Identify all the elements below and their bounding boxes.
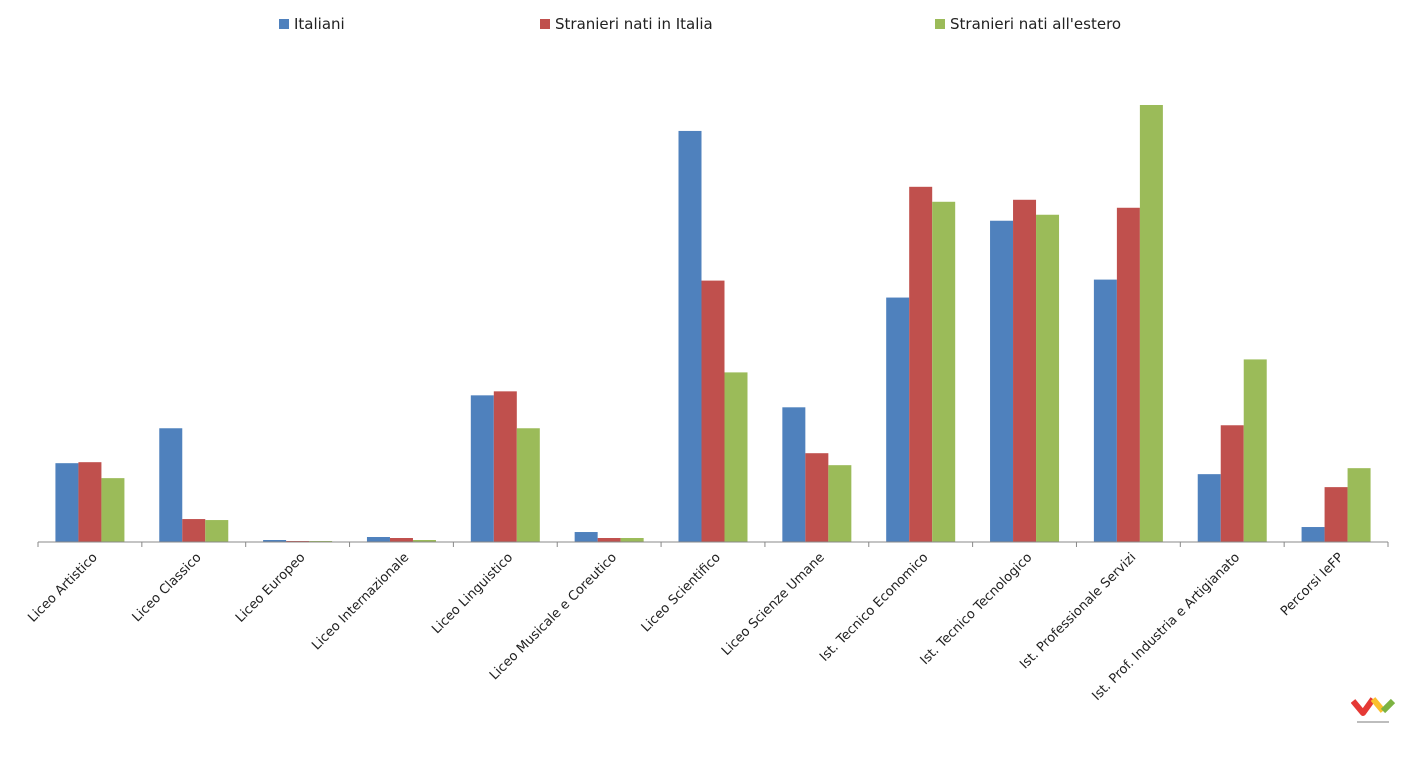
bar-italiani-liceo-linguistico <box>470 395 494 542</box>
bar-stranieri-nati-all-estero-liceo-internazionale <box>412 540 436 542</box>
x-tick-label-liceo-artistico: Liceo Artistico <box>25 550 100 625</box>
bar-stranieri-nati-all-estero-percorsi-iefp <box>1347 468 1371 542</box>
bar-italiani-ist-professionale-servizi <box>1093 279 1117 542</box>
bar-stranieri-nati-in-italia-percorsi-iefp <box>1324 487 1348 542</box>
x-tick-label-liceo-europeo: Liceo Europeo <box>233 550 309 626</box>
legend-swatch-stranieri-nati-all-estero <box>935 19 945 29</box>
bar-italiani-liceo-europeo <box>263 540 287 542</box>
chart-legend: Italiani Stranieri nati in Italia Strani… <box>0 15 1403 39</box>
bar-italiani-liceo-artistico <box>55 463 79 542</box>
bar-italiani-ist-prof-industria-e-artigianato <box>1197 474 1221 542</box>
x-tick-label-ist-tecnico-economico: Ist. Tecnico Economico <box>817 550 931 664</box>
legend-label-italiani: Italiani <box>294 15 345 33</box>
legend-label-stranieri-nati-in-italia: Stranieri nati in Italia <box>555 15 713 33</box>
x-tick-label-liceo-internazionale: Liceo Internazionale <box>309 550 412 653</box>
x-tick-label-liceo-musicale-e-coreutico: Liceo Musicale e Coreutico <box>487 550 620 683</box>
bar-italiani-liceo-musicale-e-coreutico <box>574 532 598 542</box>
bar-stranieri-nati-all-estero-ist-professionale-servizi <box>1139 104 1163 542</box>
x-tick-label-ist-professionale-servizi: Ist. Professionale Servizi <box>1017 550 1139 672</box>
x-tick-labels: Liceo Artistico Liceo Classico Liceo Europ… <box>25 550 1347 704</box>
bar-stranieri-nati-in-italia-liceo-linguistico <box>493 391 517 542</box>
x-tick-label-liceo-linguistico: Liceo Linguistico <box>429 550 516 637</box>
x-axis <box>37 541 1389 547</box>
legend-swatch-italiani <box>279 19 289 29</box>
bar-stranieri-nati-all-estero-liceo-musicale-e-coreutico <box>620 538 644 542</box>
bar-stranieri-nati-all-estero-liceo-scientifico <box>724 372 748 542</box>
bar-stranieri-nati-all-estero-ist-tecnico-tecnologico <box>1036 214 1060 542</box>
legend-swatch-stranieri-nati-in-italia <box>540 19 550 29</box>
bar-italiani-liceo-scientifico <box>678 130 702 542</box>
x-tick-label-liceo-scienze-umane: Liceo Scienze Umane <box>719 550 828 659</box>
bar-stranieri-nati-in-italia-liceo-internazionale <box>389 538 413 542</box>
bar-stranieri-nati-all-estero-liceo-artistico <box>101 478 125 542</box>
bar-italiani-ist-tecnico-economico <box>886 297 910 542</box>
legend-item-stranieri-nati-in-italia: Stranieri nati in Italia <box>540 15 713 33</box>
legend-item-stranieri-nati-all-estero: Stranieri nati all'estero <box>935 15 1121 33</box>
bar-stranieri-nati-in-italia-ist-tecnico-tecnologico <box>1013 199 1037 542</box>
bar-stranieri-nati-all-estero-liceo-classico <box>205 520 229 542</box>
bar-italiani-ist-tecnico-tecnologico <box>990 220 1014 542</box>
bar-italiani-percorsi-iefp <box>1301 527 1325 542</box>
x-tick-label-liceo-scientifico: Liceo Scientifico <box>639 550 724 635</box>
x-tick-label-liceo-classico: Liceo Classico <box>130 550 205 625</box>
bar-stranieri-nati-in-italia-ist-prof-industria-e-artigianato <box>1220 425 1244 542</box>
legend-item-italiani: Italiani <box>279 15 345 33</box>
bar-stranieri-nati-in-italia-liceo-classico <box>182 519 206 542</box>
bar-stranieri-nati-all-estero-liceo-scienze-umane <box>828 465 852 542</box>
x-tick-label-percorsi-iefp: Percorsi IeFP <box>1278 550 1347 619</box>
bar-italiani-liceo-classico <box>159 428 183 542</box>
bar-stranieri-nati-all-estero-ist-prof-industria-e-artigianato <box>1243 359 1267 542</box>
bar-italiani-liceo-scienze-umane <box>782 407 806 542</box>
bar-stranieri-nati-all-estero-ist-tecnico-economico <box>932 201 956 542</box>
bar-stranieri-nati-in-italia-ist-tecnico-economico <box>909 186 933 543</box>
bar-stranieri-nati-in-italia-liceo-scienze-umane <box>805 453 829 542</box>
bar-stranieri-nati-in-italia-liceo-artistico <box>78 462 102 542</box>
bar-italiani-liceo-internazionale <box>366 537 390 542</box>
bar-stranieri-nati-in-italia-liceo-musicale-e-coreutico <box>597 538 621 542</box>
vertex-chevron-logo-icon <box>1351 697 1395 723</box>
bar-stranieri-nati-in-italia-liceo-scientifico <box>701 280 725 542</box>
bars-group <box>55 104 1371 543</box>
bar-stranieri-nati-in-italia-ist-professionale-servizi <box>1116 207 1140 543</box>
x-tick-label-ist-tecnico-tecnologico: Ist. Tecnico Tecnologico <box>918 550 1036 668</box>
legend-label-stranieri-nati-all-estero: Stranieri nati all'estero <box>950 15 1122 33</box>
bar-stranieri-nati-all-estero-liceo-linguistico <box>516 428 540 542</box>
